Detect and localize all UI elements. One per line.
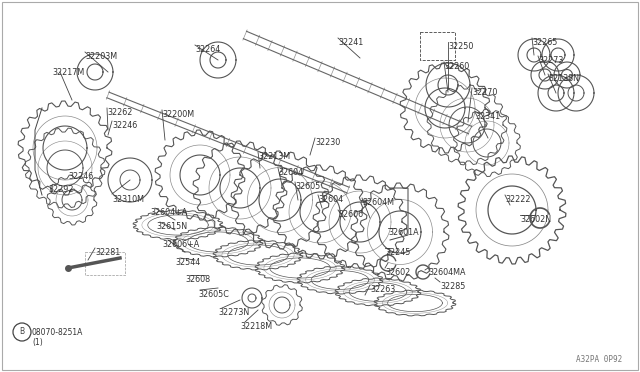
Text: 32250: 32250 bbox=[448, 42, 474, 51]
Text: 32203M: 32203M bbox=[85, 52, 117, 61]
Text: 32246: 32246 bbox=[68, 172, 93, 181]
Text: 32604: 32604 bbox=[278, 168, 303, 177]
Text: 32245: 32245 bbox=[385, 248, 410, 257]
Text: 32292: 32292 bbox=[48, 185, 74, 194]
Text: 32273N: 32273N bbox=[218, 308, 249, 317]
Text: 32246: 32246 bbox=[112, 121, 137, 130]
Text: 32310M: 32310M bbox=[112, 195, 144, 204]
Text: 32604+A: 32604+A bbox=[150, 208, 188, 217]
Text: 32544: 32544 bbox=[175, 258, 200, 267]
Text: 32213M: 32213M bbox=[258, 152, 290, 161]
Text: 32602: 32602 bbox=[385, 268, 410, 277]
Text: 32606+A: 32606+A bbox=[162, 240, 199, 249]
Text: 32260: 32260 bbox=[444, 62, 469, 71]
Text: 32218M: 32218M bbox=[240, 322, 272, 331]
Text: 32138N: 32138N bbox=[548, 74, 579, 83]
Text: 08070-8251A: 08070-8251A bbox=[32, 328, 83, 337]
Text: 32604: 32604 bbox=[318, 195, 343, 204]
Text: 32263: 32263 bbox=[370, 285, 396, 294]
Text: 32273: 32273 bbox=[538, 56, 563, 65]
Text: 32605: 32605 bbox=[295, 182, 320, 191]
Text: 32604M: 32604M bbox=[362, 198, 394, 207]
Text: (1): (1) bbox=[32, 338, 43, 347]
Text: 32230: 32230 bbox=[315, 138, 340, 147]
Text: 32217M: 32217M bbox=[52, 68, 84, 77]
Text: 32601A: 32601A bbox=[388, 228, 419, 237]
Text: 32606: 32606 bbox=[338, 210, 363, 219]
Text: 32262: 32262 bbox=[107, 108, 132, 117]
Text: 32608: 32608 bbox=[185, 275, 210, 284]
Text: 32285: 32285 bbox=[440, 282, 465, 291]
Text: 32602N: 32602N bbox=[520, 215, 551, 224]
Text: 32265: 32265 bbox=[532, 38, 557, 47]
Text: 32604MA: 32604MA bbox=[428, 268, 465, 277]
Text: 32615N: 32615N bbox=[156, 222, 187, 231]
Text: 32264: 32264 bbox=[195, 45, 220, 54]
Text: 32270: 32270 bbox=[472, 88, 497, 97]
Text: 32222: 32222 bbox=[505, 195, 531, 204]
Text: A32PA 0P92: A32PA 0P92 bbox=[576, 355, 622, 364]
Text: B: B bbox=[19, 327, 24, 337]
Text: 32605C: 32605C bbox=[198, 290, 229, 299]
Text: 32341: 32341 bbox=[475, 112, 500, 121]
Text: 32281: 32281 bbox=[95, 248, 120, 257]
Text: 32200M: 32200M bbox=[162, 110, 194, 119]
Text: 32241: 32241 bbox=[338, 38, 364, 47]
